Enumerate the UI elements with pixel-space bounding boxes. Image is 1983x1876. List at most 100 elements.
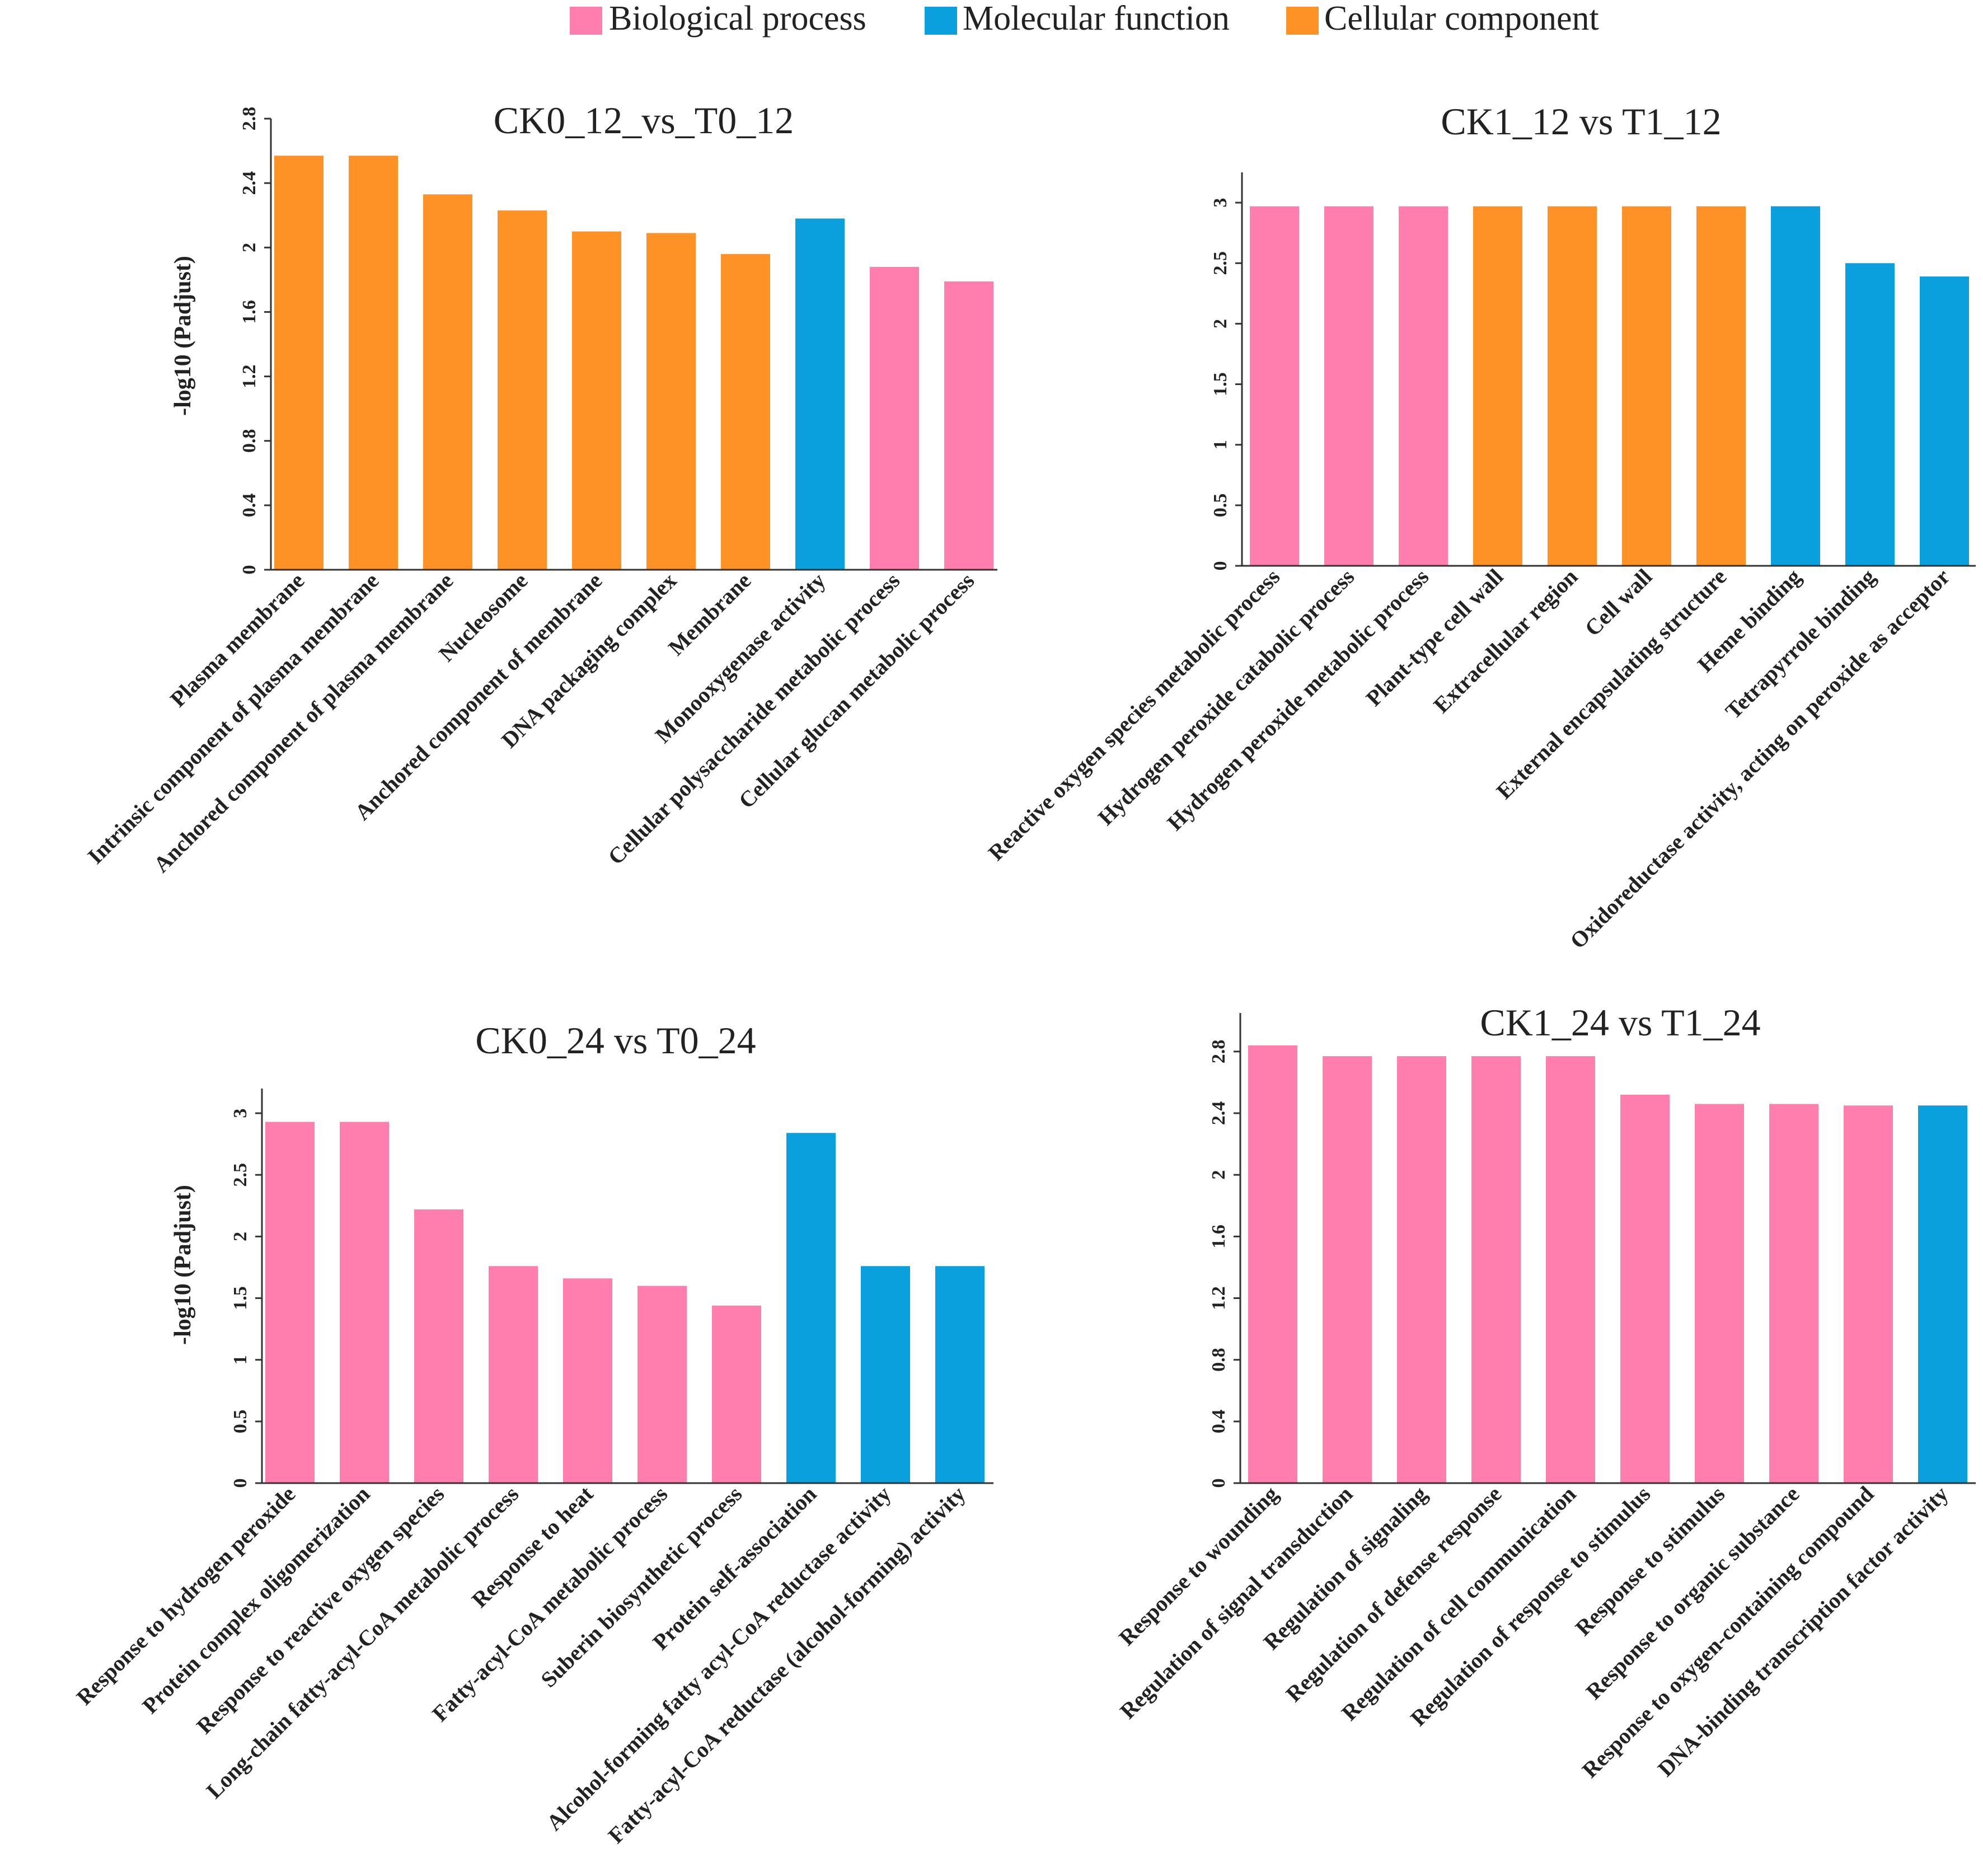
y-tick-label: 0: [1210, 561, 1231, 571]
x-category-label: Anchored component of plasma membrane: [148, 568, 458, 878]
bar-8: [1769, 1104, 1818, 1483]
bar-10: [1918, 1105, 1967, 1483]
y-tick-label: 2: [1208, 1170, 1229, 1180]
bar-8: [1771, 206, 1820, 566]
y-tick-label: 1.6: [1208, 1225, 1229, 1249]
bar-1: [274, 156, 324, 570]
bar-6: [646, 233, 696, 570]
x-category-label: Alcohol-forming fatty acyl-CoA reductase…: [541, 1481, 896, 1836]
chart-panel-ck1-12: CK1_12 vs T1_12 0 0.5 1 1.5 2 2.5 3 Reactive oxy…: [983, 100, 1976, 954]
bar-10: [1920, 276, 1969, 566]
x-category-label: Extracellular region: [1428, 564, 1582, 718]
bar-5: [572, 231, 621, 570]
bar-2: [1324, 206, 1373, 566]
bar-6: [1620, 1094, 1670, 1483]
chart-panel-ck1-24: CK1_24 vs T1_24 0 0.4 0.8 1.2 1.6 2 2.4 2.8 Respo…: [1114, 1001, 1976, 1783]
y-tick-label: 3: [1210, 198, 1231, 208]
bar-2: [349, 156, 398, 570]
y-tick-label: 1.5: [230, 1286, 251, 1310]
chart-title: CK0_12_vs_T0_12: [494, 99, 794, 142]
x-category-label: Intrinsic component of plasma membrane: [83, 568, 384, 869]
x-category-label: Hydrogen peroxide metabolic process: [1162, 564, 1433, 836]
y-tick-label: 2: [239, 243, 260, 252]
y-tick-label: 2.5: [1210, 251, 1231, 275]
y-tick-label: 3: [230, 1109, 251, 1118]
bar-10: [944, 281, 993, 570]
x-category-label: Cell wall: [1579, 564, 1657, 641]
bar-7: [1695, 1104, 1744, 1483]
y-tick-label: 0.5: [1210, 494, 1231, 518]
y-tick-label: 0: [1208, 1479, 1229, 1488]
x-category-label: Plant-type cell wall: [1361, 564, 1508, 711]
bar-9: [861, 1266, 910, 1483]
y-tick-label: 2.8: [1208, 1040, 1229, 1064]
bar-4: [1473, 206, 1522, 566]
legend-label-molecular-function: Molecular function: [963, 0, 1230, 37]
chart-panel-ck0-12: CK0_12_vs_T0_12 0 0.4 0.8 1.2 1.6 2 2.4 2.8 -log1…: [83, 99, 997, 878]
bar-1: [1250, 206, 1299, 566]
y-tick-label: 0.4: [1208, 1410, 1229, 1434]
y-tick-label: 1: [1210, 440, 1231, 449]
y-tick-label: 0: [230, 1479, 251, 1488]
chart-title: CK1_24 vs T1_24: [1480, 1001, 1760, 1044]
y-tick-label: 0.5: [230, 1410, 251, 1434]
y-tick-label: 2.5: [230, 1163, 251, 1187]
bar-4: [498, 210, 547, 570]
bar-4: [1471, 1056, 1521, 1483]
y-axis-label: -log10 (Padjust): [170, 1185, 196, 1345]
y-tick-label: 2: [1210, 319, 1231, 329]
bar-7: [721, 254, 770, 570]
legend-swatch-molecular-function: [925, 7, 957, 35]
y-tick-label: 2.8: [239, 107, 260, 131]
bar-2: [340, 1122, 389, 1483]
bar-6: [1622, 206, 1671, 566]
chart-title: CK1_12 vs T1_12: [1441, 100, 1721, 143]
bar-7: [712, 1305, 761, 1483]
y-tick-label: 2.4: [239, 171, 260, 195]
y-tick-label: 0.4: [239, 494, 260, 518]
legend-label-cellular-component: Cellular component: [1324, 0, 1599, 37]
legend-swatch-cellular-component: [1286, 7, 1319, 35]
x-category-label: Plasma membrane: [165, 568, 309, 712]
bar-3: [414, 1209, 463, 1483]
legend-swatch-biological-process: [570, 7, 602, 35]
bar-1: [265, 1122, 315, 1483]
bar-5: [563, 1278, 612, 1483]
x-category-label: Response to stimulus: [1571, 1481, 1730, 1641]
bar-3: [1397, 1056, 1446, 1483]
bar-10: [935, 1266, 985, 1483]
bar-4: [489, 1266, 538, 1483]
bar-3: [423, 194, 472, 570]
legend-label-biological-process: Biological process: [609, 0, 866, 37]
y-tick-label: 0.8: [239, 429, 260, 453]
chart-panel-ck0-24: CK0_24 vs T0_24 0 0.5 1 1.5 2 2.5 3 -log10 (Padj…: [72, 1019, 993, 1848]
bar-9: [870, 266, 919, 570]
x-category-label: Hydrogen peroxide catabolic process: [1093, 564, 1359, 831]
y-tick-label: 2: [230, 1232, 251, 1241]
y-tick-label: 0: [239, 565, 260, 575]
bar-3: [1399, 206, 1448, 566]
bar-9: [1845, 263, 1895, 566]
legend: Biological process Molecular function Ce…: [570, 0, 1599, 37]
chart-title: CK0_24 vs T0_24: [475, 1019, 756, 1062]
y-tick-label: 1.5: [1210, 372, 1231, 396]
bar-8: [795, 218, 845, 570]
y-tick-label: 1: [230, 1355, 251, 1364]
y-tick-label: 1.2: [239, 364, 260, 388]
bar-6: [637, 1286, 687, 1483]
y-axis-label: -log10 (Padjust): [170, 256, 196, 416]
bar-2: [1323, 1056, 1372, 1483]
bar-8: [786, 1133, 836, 1483]
bar-5: [1546, 1056, 1595, 1483]
y-tick-label: 0.8: [1208, 1348, 1229, 1372]
bar-7: [1696, 206, 1746, 566]
x-category-label: Reactive oxygen species metabolic proces…: [983, 564, 1285, 866]
y-tick-label: 1.2: [1208, 1286, 1229, 1310]
bar-1: [1248, 1045, 1297, 1483]
y-tick-label: 2.4: [1208, 1101, 1229, 1125]
y-tick-label: 1.6: [239, 300, 260, 324]
x-category-label: Fatty-acyl-CoA reductase (alcohol-formin…: [603, 1481, 971, 1849]
bar-9: [1844, 1105, 1893, 1483]
bar-5: [1548, 206, 1597, 566]
